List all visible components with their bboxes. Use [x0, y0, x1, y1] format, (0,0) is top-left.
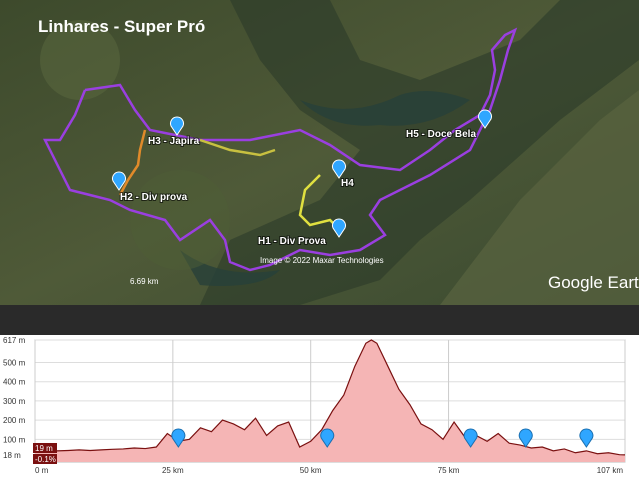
x-tick-label: 75 km: [438, 466, 460, 475]
scale-label: 6.69 km: [130, 277, 159, 286]
map-title: Linhares - Super Pró: [38, 17, 205, 36]
place-label: H3 - Japira: [148, 136, 200, 147]
y-tick-label: 400 m: [3, 378, 26, 387]
satellite-map: [0, 0, 639, 305]
place-label: H5 - Doce Bela: [406, 129, 476, 140]
y-tick-label: 100 m: [3, 435, 26, 444]
waypoint-pin: [320, 428, 335, 448]
x-tick-label: 107 km: [597, 466, 624, 475]
place-label: H4: [341, 178, 354, 189]
brand: Google Earth: [548, 273, 639, 292]
waypoint-pin: [171, 428, 186, 448]
place-label: H2 - Div prova: [120, 192, 188, 203]
readout-label: -0.1%: [35, 455, 56, 464]
readout-label: 19 m: [35, 444, 53, 453]
waypoint-pin: [518, 428, 533, 448]
y-tick-label: 617 m: [3, 336, 26, 345]
waypoint-pin: [463, 428, 478, 448]
y-tick-label: 200 m: [3, 416, 26, 425]
x-tick-label: 50 km: [300, 466, 322, 475]
y-tick-label: 500 m: [3, 358, 26, 367]
y-tick-label: 300 m: [3, 397, 26, 406]
imagery-credit: Image © 2022 Maxar Technologies: [260, 256, 384, 265]
elevation-line: [34, 339, 626, 456]
separator: [0, 305, 639, 335]
x-tick-label: 25 km: [162, 466, 184, 475]
y-tick-label: 18 m: [3, 451, 21, 460]
x-tick-label: 0 m: [35, 466, 49, 475]
place-label: H1 - Div Prova: [258, 236, 326, 247]
readout-box: [33, 443, 57, 453]
waypoint-pin: [579, 428, 594, 448]
readout-box: [33, 454, 57, 464]
